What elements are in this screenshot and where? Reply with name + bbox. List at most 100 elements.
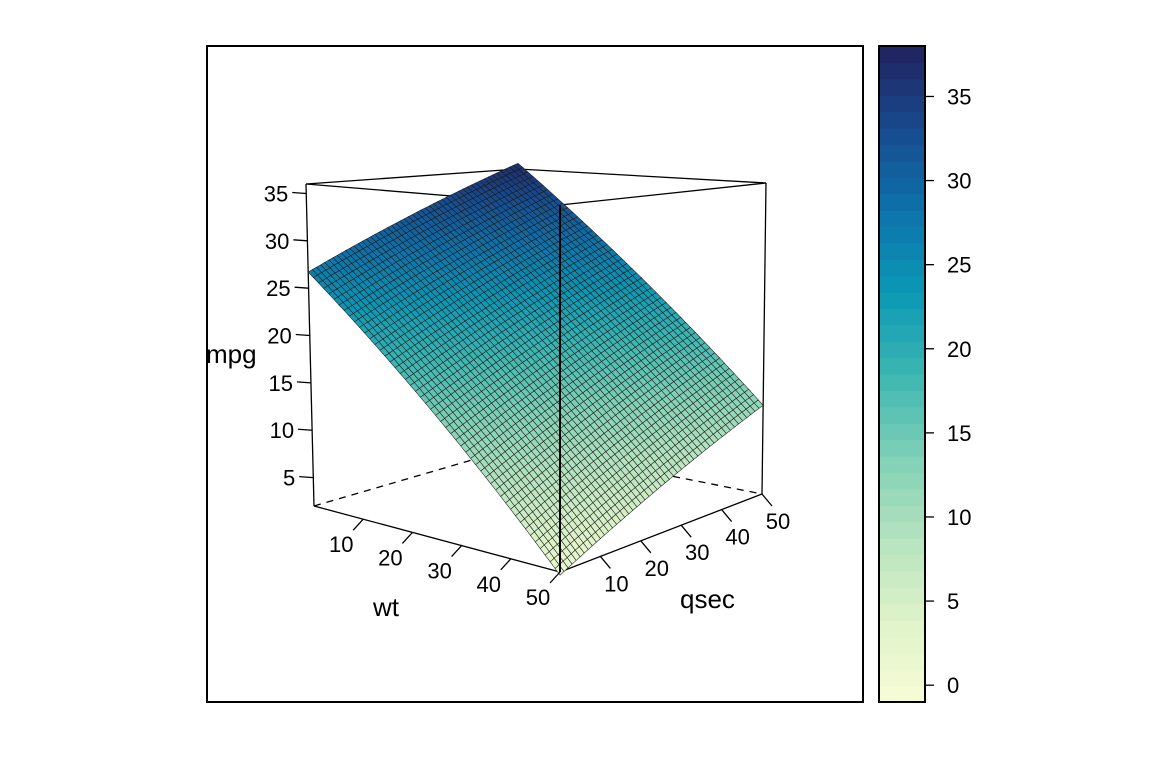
colorbar-tick-label: 25 [947,253,971,278]
y-tick-label: 20 [645,556,669,581]
colorbar-swatch [879,160,925,178]
colorbar-swatch [879,521,925,539]
colorbar-swatch [879,128,925,145]
x-tick-label: 40 [477,572,501,597]
box-edge [559,182,767,206]
z-tick [295,333,310,337]
z-tick-label: 15 [268,371,292,396]
colorbar-swatch [879,46,925,63]
z-tick [293,239,308,242]
colorbar-swatch [879,292,925,309]
colorbar-swatch [879,423,925,441]
x-tick-label: 20 [378,545,402,570]
x-tick-label: 10 [329,532,353,557]
x-tick-label: 30 [427,559,451,584]
y-tick [599,555,611,569]
colorbar-tick-label: 15 [947,421,971,446]
y-tick [680,524,692,538]
plot-border [206,45,864,703]
colorbar-swatch [879,488,925,506]
y-tick-label: 50 [766,509,790,534]
colorbar-swatch [879,652,925,670]
x-tick [401,531,413,544]
colorbar-swatch [879,259,925,277]
colorbar-tick-label: 35 [947,84,971,109]
x-tick [500,558,512,571]
colorbar-swatch [879,242,925,260]
colorbar-border [878,45,926,703]
colorbar-swatch [879,357,925,375]
colorbar-swatch [879,275,925,293]
z-tick-label: 30 [265,229,289,254]
y-tick-label: 10 [604,571,628,596]
x-axis: 10 20 30 40 50 [329,518,561,610]
colorbar-swatch [879,456,925,473]
colorbar-swatch [879,62,925,80]
y-axis-title: qsec [680,584,735,614]
z-axis: 5 10 15 20 25 30 35 [264,181,314,491]
colorbar-swatch [879,472,925,490]
z-tick-label: 35 [264,181,288,206]
z-tick-label: 10 [270,418,294,443]
colorbar-swatch [879,587,925,605]
z-tick [296,381,311,384]
colorbar-swatch [879,308,925,326]
colorbar-swatch [879,324,925,342]
colorbar-swatch [879,636,925,654]
z-tick-label: 5 [283,466,295,491]
colorbar-swatch [879,374,925,391]
box-edge [517,168,767,184]
surface-plane [307,162,764,576]
colorbar-swatch [879,341,925,359]
box-edge [761,182,767,495]
colorbar-swatch [879,210,925,227]
colorbar-swatch [879,78,925,96]
box-edge [313,505,561,573]
colorbar-tick-label: 0 [947,673,959,698]
colorbar-swatch [879,439,925,457]
y-axis: 10 20 30 40 50 [599,493,790,596]
hidden-floor-edge [313,445,521,507]
colorbar-swatch [879,226,925,244]
colorbar-swatch [879,193,925,211]
colorbar-swatch [879,603,925,621]
x-tick [352,518,364,531]
x-tick-label: 50 [526,585,550,610]
colorbar-swatch [879,406,925,424]
z-tick-label: 20 [267,324,291,349]
y-tick-label: 40 [725,525,749,550]
colorbar-swatch [879,95,925,113]
colorbar-swatch [879,177,925,195]
box-edge [305,183,315,507]
y-tick [761,493,773,507]
x-axis-title: wt [372,592,400,622]
colorbar-swatch [879,685,925,703]
colorbar-swatch [879,554,925,572]
box-edge [305,168,519,185]
x-tick [549,571,561,584]
colorbar-swatch [879,669,925,687]
colorbar: 0 5 10 15 20 25 30 35 [878,45,971,703]
y-tick [640,540,652,554]
surface-facet [753,399,764,409]
z-tick [294,286,309,289]
colorbar-tick-label: 20 [947,337,971,362]
z-tick [298,428,313,431]
z-tick-label: 25 [266,276,290,301]
colorbar-swatch [879,144,925,162]
colorbar-swatch [879,505,925,523]
colorbar-swatch [879,570,925,588]
y-tick [721,509,733,523]
z-tick [292,191,307,195]
z-tick [299,475,314,479]
colorbar-swatch [879,390,925,408]
x-tick [451,545,463,558]
colorbar-swatch [879,111,925,129]
colorbar-swatch [879,538,925,555]
colorbar-tick-label: 10 [947,505,971,530]
colorbar-tick-label: 30 [947,169,971,194]
z-axis-title: mpg [206,339,257,369]
box-edge [559,493,763,573]
